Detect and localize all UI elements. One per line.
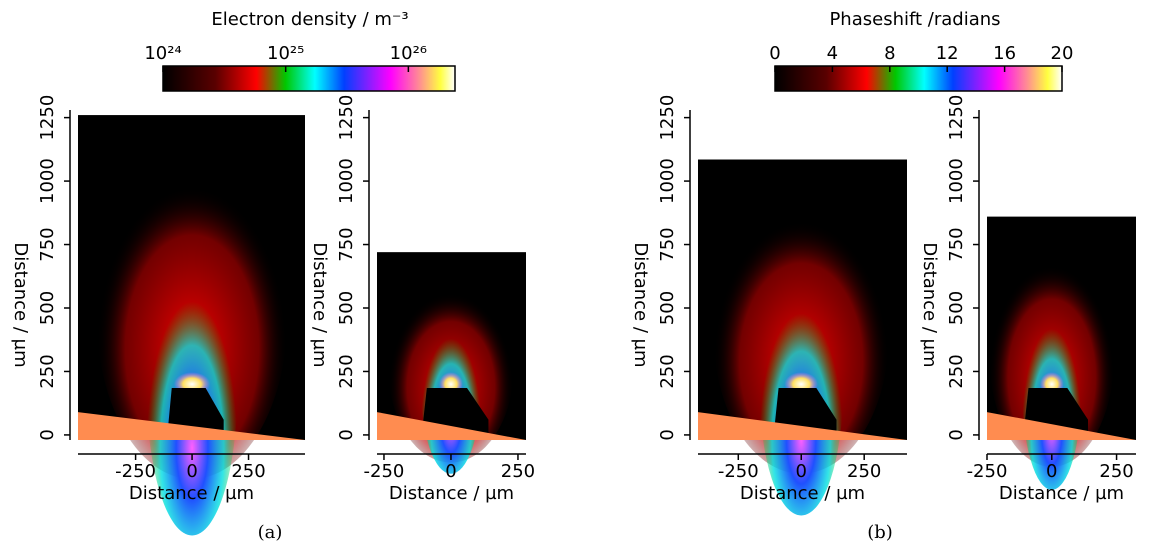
y-tick-label: 1250: [946, 95, 967, 141]
y-tick-label: 250: [657, 354, 678, 388]
heatmap: [987, 216, 1136, 490]
x-tick-label: 0: [1046, 461, 1057, 482]
y-tick-label: 750: [37, 227, 58, 261]
x-tick-label: 0: [796, 461, 807, 482]
substrate: [78, 412, 305, 440]
substrate: [698, 412, 907, 440]
y-axis-label: Distance / µm: [919, 242, 940, 367]
x-axis-label: Distance / µm: [129, 483, 254, 504]
colorbar-tick-label: 10²⁶: [390, 43, 427, 64]
x-axis-label: Distance / µm: [389, 483, 514, 504]
y-tick-label: 1250: [657, 95, 678, 141]
colorbar-tick-label: 8: [884, 43, 895, 64]
x-tick-label: 0: [445, 461, 456, 482]
x-tick-label: -250: [364, 461, 405, 482]
colorbar: [162, 65, 456, 92]
y-tick-label: 250: [946, 354, 967, 388]
colorbar-tick-label: 10²⁵: [267, 43, 304, 64]
y-tick-label: 1250: [37, 95, 58, 141]
x-axis-label: Distance / µm: [999, 483, 1124, 504]
x-tick-label: -250: [718, 461, 759, 482]
substrate: [377, 412, 526, 440]
colorbar-tick-label: 16: [993, 43, 1016, 64]
y-tick-label: 1250: [336, 95, 357, 141]
heatmap: [377, 252, 526, 474]
y-tick-label: 500: [657, 291, 678, 325]
x-axis-label: Distance / µm: [740, 483, 865, 504]
y-axis-label: Distance / µm: [309, 242, 330, 367]
heatmap: [698, 159, 907, 516]
x-tick-label: -250: [967, 461, 1008, 482]
y-tick-label: 250: [37, 354, 58, 388]
heatmap: [78, 115, 305, 536]
colorbar: [774, 65, 1063, 92]
y-tick-label: 500: [336, 291, 357, 325]
caption: (a): [258, 522, 283, 543]
colorbar-tick-label: 12: [936, 43, 959, 64]
y-tick-label: 0: [657, 429, 678, 440]
x-tick-label: 0: [186, 461, 197, 482]
colorbar-tick-label: 10²⁴: [144, 43, 181, 64]
colorbar-title: Electron density / m⁻³: [211, 9, 408, 30]
y-tick-label: 0: [946, 429, 967, 440]
y-tick-label: 500: [946, 291, 967, 325]
y-tick-label: 1000: [657, 158, 678, 204]
y-tick-label: 0: [37, 429, 58, 440]
x-tick-label: 250: [501, 461, 535, 482]
colorbar-tick-label: 4: [827, 43, 838, 64]
y-tick-label: 750: [657, 227, 678, 261]
caption: (b): [867, 522, 893, 543]
colorbar-title: Phaseshift /radians: [829, 9, 1000, 30]
colorbar-tick-label: 20: [1051, 43, 1074, 64]
target: [773, 387, 837, 437]
x-tick-label: -250: [115, 461, 156, 482]
x-tick-label: 250: [847, 461, 881, 482]
y-tick-label: 1000: [946, 158, 967, 204]
x-tick-label: 250: [231, 461, 265, 482]
y-axis-label: Distance / µm: [10, 242, 31, 367]
x-tick-label: 250: [1099, 461, 1133, 482]
y-tick-label: 750: [946, 227, 967, 261]
target: [167, 387, 224, 437]
y-tick-label: 500: [37, 291, 58, 325]
y-tick-label: 0: [336, 429, 357, 440]
y-tick-label: 1000: [336, 158, 357, 204]
y-tick-label: 750: [336, 227, 357, 261]
colorbar-tick-label: 0: [769, 43, 780, 64]
y-axis-label: Distance / µm: [630, 242, 651, 367]
substrate: [987, 412, 1136, 440]
y-tick-label: 250: [336, 354, 357, 388]
y-tick-label: 1000: [37, 158, 58, 204]
